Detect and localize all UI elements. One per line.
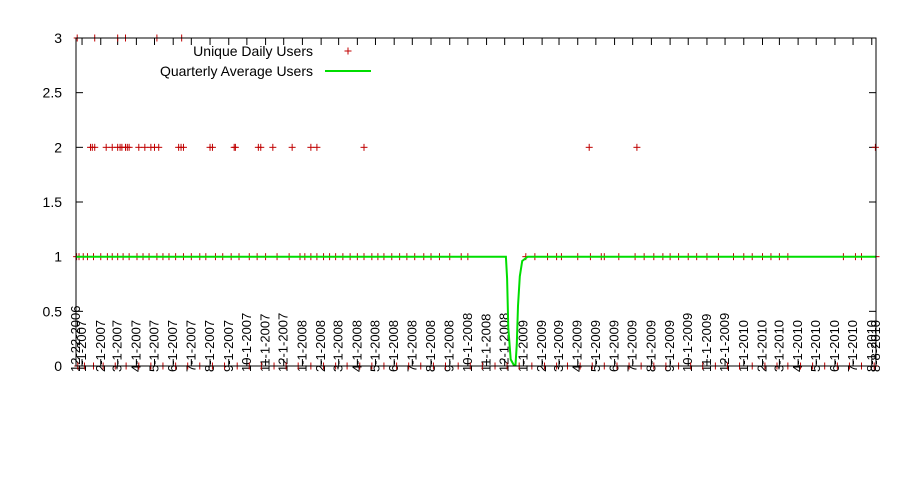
x-tick-label: 7-1-2009 [625, 320, 640, 372]
x-tick-label: 12-1-2009 [717, 313, 732, 372]
x-tick-label: 1-1-2008 [294, 320, 309, 372]
x-tick-label: 2-1-2008 [313, 320, 328, 372]
x-tick-label: 6-1-2008 [386, 320, 401, 372]
data-point [102, 143, 110, 151]
x-tick-label: 5-1-2007 [146, 320, 161, 372]
x-tick-label: 10-1-2008 [460, 313, 475, 372]
x-tick-label: 2-1-2009 [534, 320, 549, 372]
data-point [313, 143, 321, 151]
y-axis: 0 0.5 1 1.5 2 2.5 3 [43, 30, 876, 374]
legend-label-unique-daily-users: Unique Daily Users [193, 43, 313, 59]
quarterly-average-line-layer [76, 255, 876, 366]
y-tick-label: 3 [54, 30, 62, 46]
y-tick-label: 1 [54, 249, 62, 265]
data-point [208, 143, 216, 151]
x-tick-label: 10-1-2009 [680, 313, 695, 372]
x-tick-label: 6-1-2009 [607, 320, 622, 372]
legend-label-quarterly-average-users: Quarterly Average Users [160, 63, 313, 79]
data-point [307, 143, 315, 151]
x-tick-label: 1-1-2007 [74, 320, 89, 372]
x-tick-label: 2-1-2010 [754, 320, 769, 372]
legend-marker-unique-daily-users [344, 47, 352, 55]
y-tick-label: 2.5 [43, 85, 63, 101]
y-tick-label: 0.5 [43, 303, 63, 319]
x-tick-label: 4-1-2010 [790, 320, 805, 372]
y-tick-label: 0 [54, 358, 62, 374]
x-tick-label: 11-1-2007 [258, 314, 273, 372]
data-point [257, 143, 265, 151]
y-tick-label: 2 [54, 139, 62, 155]
data-point [269, 143, 277, 151]
x-tick-label: 12-1-2007 [276, 313, 291, 372]
x-tick-label: 11-1-2008 [479, 314, 494, 372]
data-point [125, 143, 133, 151]
x-tick-label: 9-1-2008 [442, 320, 457, 372]
x-tick-label: 9-1-2009 [662, 320, 677, 372]
data-point [155, 143, 163, 151]
data-point [91, 143, 99, 151]
x-tick-label: 7-1-2008 [404, 320, 419, 372]
data-point [231, 143, 239, 151]
x-tick-label: 11-1-2009 [699, 314, 714, 372]
y-tick-label: 1.5 [43, 194, 63, 210]
x-tick-label: 6-1-2010 [827, 320, 842, 372]
data-point [585, 143, 593, 151]
x-tick-label: 7-1-2007 [183, 320, 198, 372]
x-tick-label: 8-1-2009 [643, 320, 658, 372]
legend: Unique Daily Users Quarterly Average Use… [160, 43, 371, 79]
x-tick-label: 5-1-2010 [808, 320, 823, 372]
x-tick-label: 3-1-2008 [331, 320, 346, 372]
data-point [633, 143, 641, 151]
x-tick-label: 8-1-2008 [423, 320, 438, 372]
x-tick-label: 1-1-2009 [515, 320, 530, 372]
x-tick-label: 3-1-2010 [771, 320, 786, 372]
data-point [141, 143, 149, 151]
plot-frame [75, 37, 877, 367]
x-tick-label: 1-1-2010 [736, 320, 751, 372]
x-tick-label: 4-1-2008 [349, 320, 364, 372]
x-tick-label: 3-1-2007 [110, 320, 125, 372]
x-tick-label: 9-1-2007 [221, 320, 236, 372]
quarterly-average-line [76, 255, 876, 366]
data-point [360, 143, 368, 151]
data-point [288, 143, 296, 151]
data-point [871, 143, 879, 151]
x-tick-label: 4-1-2007 [128, 320, 143, 372]
x-tick-label: 8-1-2010 [864, 320, 879, 372]
data-point [179, 143, 187, 151]
unique-daily-users-points [73, 34, 880, 370]
x-tick-label: 5-1-2009 [588, 320, 603, 372]
x-tick-label: 3-1-2009 [551, 320, 566, 372]
x-tick-label: 5-1-2008 [367, 320, 382, 372]
data-point [135, 143, 143, 151]
x-tick-label: 4-1-2009 [570, 320, 585, 372]
x-tick-label: 6-1-2007 [165, 320, 180, 372]
x-tick-label: 10-1-2007 [239, 313, 254, 372]
x-tick-label: 8-1-2007 [202, 320, 217, 372]
x-tick-label: 7-1-2010 [845, 320, 860, 372]
x-tick-label: 2-1-2007 [93, 320, 108, 372]
